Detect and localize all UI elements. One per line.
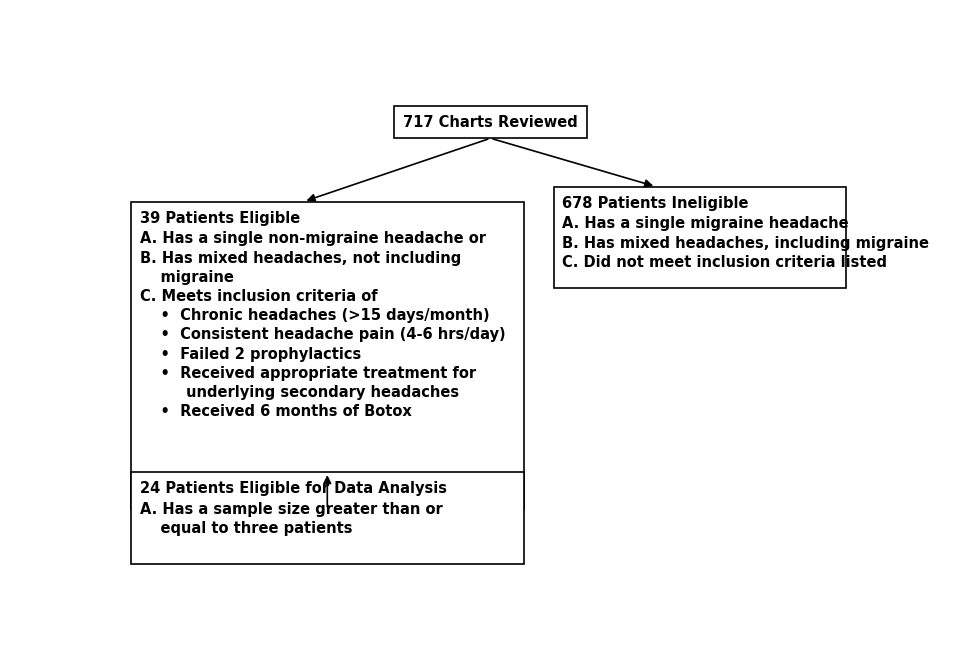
Bar: [131, 472, 523, 564]
Text: A. Has a single migraine headache
B. Has mixed headaches, including migraine
C. : A. Has a single migraine headache B. Has…: [563, 217, 929, 270]
Text: 39 Patients Eligible: 39 Patients Eligible: [140, 210, 300, 226]
Bar: [553, 186, 847, 288]
Text: A. Has a single non-migraine headache or
B. Has mixed headaches, not including
 : A. Has a single non-migraine headache or…: [140, 232, 505, 419]
Text: 678 Patients Ineligible: 678 Patients Ineligible: [563, 195, 749, 211]
Bar: [394, 106, 587, 138]
Text: A. Has a sample size greater than or
    equal to three patients: A. Has a sample size greater than or equ…: [140, 502, 442, 536]
Text: 24 Patients Eligible for Data Analysis: 24 Patients Eligible for Data Analysis: [140, 481, 447, 496]
Bar: [131, 201, 523, 510]
Text: 717 Charts Reviewed: 717 Charts Reviewed: [403, 115, 578, 130]
